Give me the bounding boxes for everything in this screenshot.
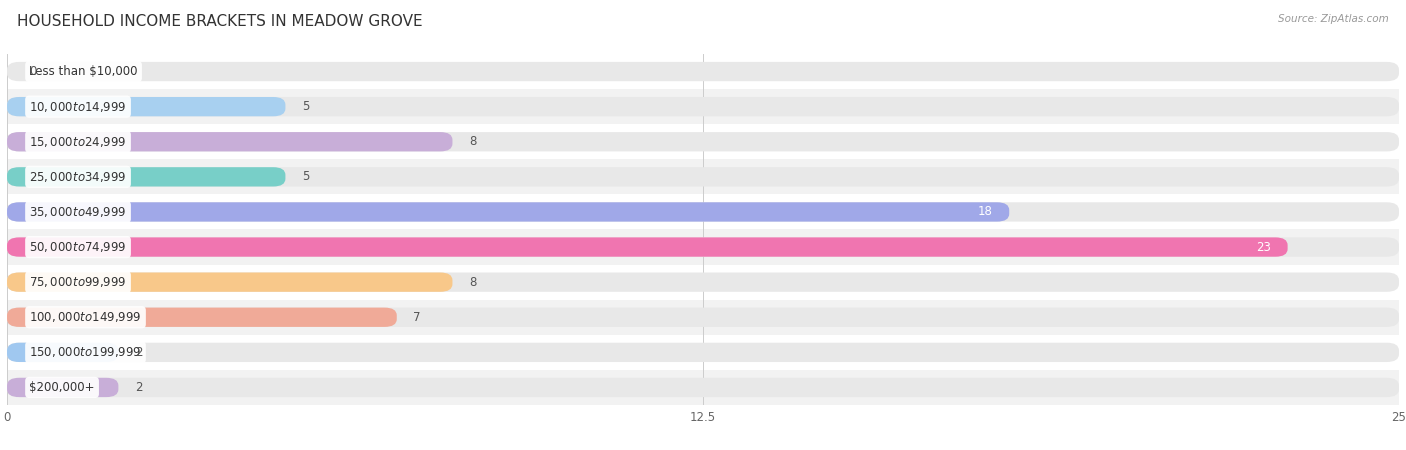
FancyBboxPatch shape (7, 343, 1399, 362)
Text: 0: 0 (30, 65, 37, 78)
Text: 8: 8 (470, 276, 477, 288)
FancyBboxPatch shape (7, 343, 118, 362)
Text: $15,000 to $24,999: $15,000 to $24,999 (30, 135, 127, 149)
Text: $150,000 to $199,999: $150,000 to $199,999 (30, 345, 142, 360)
Bar (7, 89, 1399, 124)
Text: $25,000 to $34,999: $25,000 to $34,999 (30, 170, 127, 184)
Bar (7, 124, 1399, 159)
FancyBboxPatch shape (7, 238, 1399, 256)
Text: 23: 23 (1256, 241, 1271, 253)
FancyBboxPatch shape (7, 273, 1399, 292)
Text: $100,000 to $149,999: $100,000 to $149,999 (30, 310, 142, 324)
FancyBboxPatch shape (7, 308, 396, 327)
Text: HOUSEHOLD INCOME BRACKETS IN MEADOW GROVE: HOUSEHOLD INCOME BRACKETS IN MEADOW GROV… (17, 14, 422, 28)
Text: $50,000 to $74,999: $50,000 to $74,999 (30, 240, 127, 254)
Bar (7, 335, 1399, 370)
Text: 7: 7 (413, 311, 420, 324)
FancyBboxPatch shape (7, 273, 453, 292)
Text: 8: 8 (470, 135, 477, 148)
FancyBboxPatch shape (7, 62, 1399, 81)
FancyBboxPatch shape (7, 238, 1288, 256)
FancyBboxPatch shape (7, 308, 1399, 327)
Text: $200,000+: $200,000+ (30, 381, 94, 394)
FancyBboxPatch shape (7, 378, 1399, 397)
Bar (7, 54, 1399, 89)
FancyBboxPatch shape (7, 202, 1010, 221)
Bar (7, 159, 1399, 194)
Bar (7, 300, 1399, 335)
FancyBboxPatch shape (7, 378, 118, 397)
FancyBboxPatch shape (7, 132, 453, 151)
Text: $10,000 to $14,999: $10,000 to $14,999 (30, 99, 127, 114)
Text: $35,000 to $49,999: $35,000 to $49,999 (30, 205, 127, 219)
Text: 5: 5 (302, 171, 309, 183)
FancyBboxPatch shape (7, 132, 1399, 151)
FancyBboxPatch shape (7, 97, 285, 116)
Bar (7, 265, 1399, 300)
FancyBboxPatch shape (7, 167, 1399, 186)
Text: 2: 2 (135, 346, 142, 359)
Text: $75,000 to $99,999: $75,000 to $99,999 (30, 275, 127, 289)
FancyBboxPatch shape (7, 202, 1399, 221)
FancyBboxPatch shape (7, 97, 1399, 116)
Bar (7, 194, 1399, 230)
Text: 18: 18 (977, 206, 993, 218)
Text: 5: 5 (302, 100, 309, 113)
Text: Source: ZipAtlas.com: Source: ZipAtlas.com (1278, 14, 1389, 23)
Text: Less than $10,000: Less than $10,000 (30, 65, 138, 78)
Bar (7, 230, 1399, 265)
Text: 2: 2 (135, 381, 142, 394)
FancyBboxPatch shape (7, 167, 285, 186)
Bar (7, 370, 1399, 405)
